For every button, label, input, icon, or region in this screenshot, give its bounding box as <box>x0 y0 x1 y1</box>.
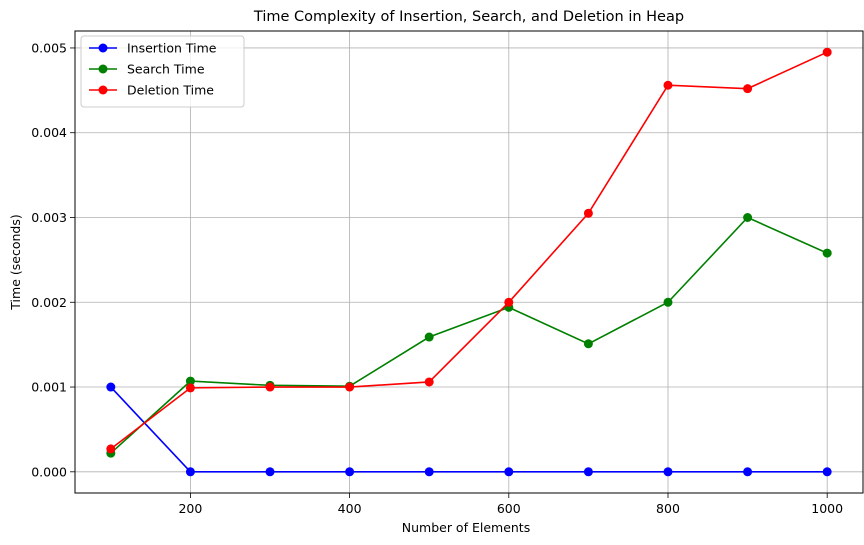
data-point-deletion-time <box>743 84 753 94</box>
x-tick-label: 1000 <box>811 501 843 516</box>
series-line-deletion-time <box>110 51 828 450</box>
data-point-insertion-time <box>265 467 275 477</box>
data-point-search-time <box>743 212 753 222</box>
legend-box <box>80 35 245 108</box>
x-tick-label: 800 <box>656 501 680 516</box>
grid <box>75 31 863 493</box>
y-tick-label: 0.002 <box>31 295 67 310</box>
data-point-search-time <box>583 339 593 349</box>
legend-label: Insertion Time <box>127 41 217 56</box>
data-point-search-time <box>663 297 673 307</box>
x-axis-label: Number of Elements <box>402 520 530 535</box>
y-tick-label: 0.001 <box>31 380 67 395</box>
legend-item: Search Time <box>89 62 205 77</box>
y-tick-label: 0.000 <box>31 464 67 479</box>
data-point-insertion-time <box>663 467 673 477</box>
legend-item: Deletion Time <box>89 83 214 98</box>
data-point-deletion-time <box>663 80 673 90</box>
legend-marker <box>98 43 108 53</box>
data-point-insertion-time <box>822 467 832 477</box>
data-point-insertion-time <box>743 467 753 477</box>
legend-label: Deletion Time <box>127 83 214 98</box>
data-point-insertion-time <box>345 467 355 477</box>
series-line-insertion-time <box>110 386 828 473</box>
legend-marker <box>98 64 108 74</box>
data-point-deletion-time <box>504 297 514 307</box>
data-point-insertion-time <box>504 467 514 477</box>
x-tick-label: 600 <box>497 501 521 516</box>
data-point-insertion-time <box>185 467 195 477</box>
data-point-insertion-time <box>583 467 593 477</box>
x-tick-label: 400 <box>338 501 362 516</box>
chart-title: Time Complexity of Insertion, Search, an… <box>253 9 684 25</box>
legend-marker <box>98 85 108 95</box>
legend-item: Insertion Time <box>89 41 217 56</box>
data-point-insertion-time <box>424 467 434 477</box>
data-point-deletion-time <box>424 377 434 387</box>
y-tick-label: 0.005 <box>31 40 67 55</box>
y-tick-label: 0.004 <box>31 125 67 140</box>
series-layer <box>106 47 832 477</box>
y-axis-label: Time (seconds) <box>8 214 23 310</box>
plot-frame <box>74 30 864 494</box>
series-insertion-time <box>106 382 832 477</box>
data-point-insertion-time <box>106 382 116 392</box>
data-point-deletion-time <box>345 382 355 392</box>
data-point-search-time <box>822 248 832 258</box>
data-point-deletion-time <box>583 208 593 218</box>
data-point-deletion-time <box>185 383 195 393</box>
data-point-search-time <box>424 332 434 342</box>
series-line-search-time <box>110 216 828 454</box>
data-point-deletion-time <box>265 382 275 392</box>
y-tick-label: 0.003 <box>31 210 67 225</box>
data-point-search-time <box>185 376 195 386</box>
data-point-deletion-time <box>106 444 116 454</box>
x-axis: 200 400 600 800 1000 <box>178 493 843 516</box>
y-axis: 0.000 0.001 0.002 0.003 0.004 0.005 <box>31 40 75 479</box>
data-point-deletion-time <box>822 47 832 57</box>
series-deletion-time <box>106 47 832 454</box>
x-tick-label: 200 <box>178 501 202 516</box>
legend: Insertion Time Search Time Deletion Time <box>80 35 245 108</box>
legend-label: Search Time <box>127 62 205 77</box>
